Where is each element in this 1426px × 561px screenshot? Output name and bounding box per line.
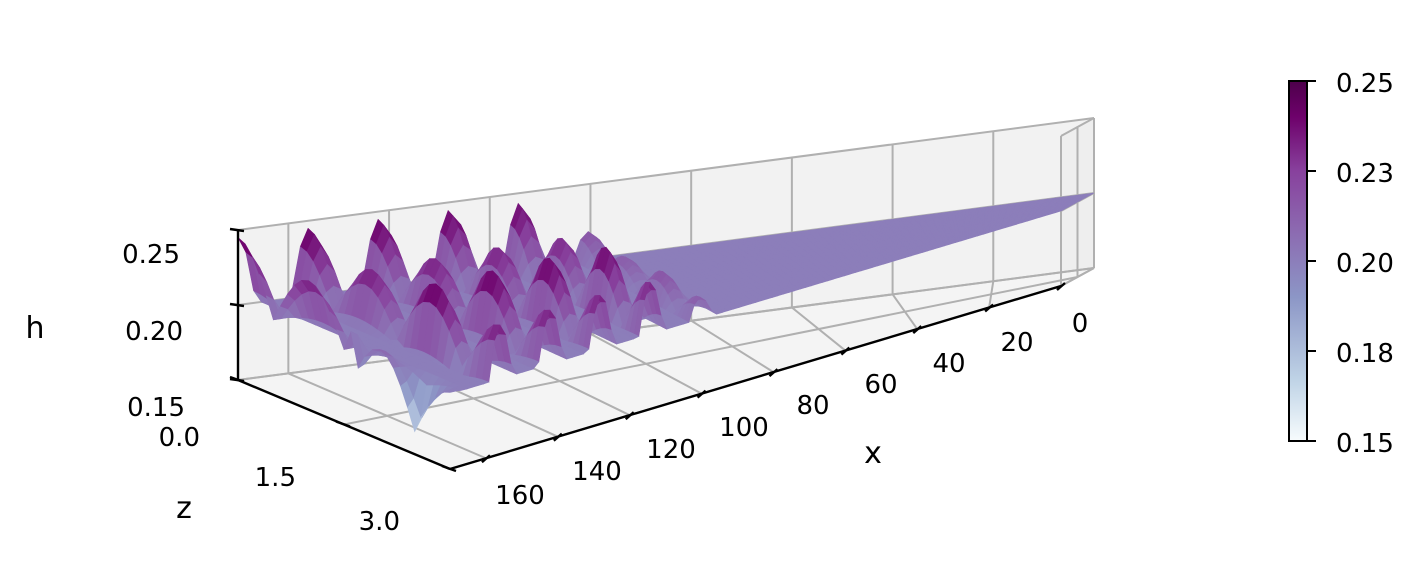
colorbar-tick-label: 0.18 (1336, 339, 1394, 369)
z-axis-label: z (176, 491, 192, 526)
surface-patch (442, 389, 456, 393)
z-axis-tick (335, 420, 351, 428)
colorbar-tick-label: 0.15 (1336, 429, 1394, 459)
x-tick-label: 140 (572, 457, 622, 487)
z-tick-label: 3.0 (359, 507, 400, 537)
z-tick-label: 1.5 (255, 463, 296, 493)
x-tick-label: 40 (932, 349, 965, 379)
z-tick-label: 0.0 (159, 423, 200, 453)
colorbar-tick-label: 0.20 (1336, 249, 1394, 279)
axis-lines (229, 227, 1066, 473)
h-axis-tick (229, 302, 245, 308)
x-axis-tick (912, 325, 923, 334)
x-tick-label: 120 (646, 435, 696, 465)
x-axis-line (449, 284, 1062, 471)
grid-line-z-floor (343, 276, 1078, 426)
x-tick-label: 80 (796, 391, 829, 421)
floor-pane (238, 268, 1094, 469)
x-axis-tick (768, 368, 779, 378)
h-tick-label: 0.25 (122, 240, 180, 270)
x-axis-tick (553, 432, 563, 442)
x-axis-tick (481, 454, 491, 464)
x-axis-tick (984, 303, 994, 313)
h-tick-label: 0.15 (127, 393, 185, 423)
h-tick-label: 0.20 (125, 317, 183, 347)
x-axis-tick (1056, 282, 1066, 291)
h-axis-tick (229, 227, 245, 233)
h-axis-label: h (25, 311, 44, 346)
x-tick-label: 60 (864, 370, 897, 400)
grid-line-h-side (1060, 267, 1095, 287)
colorbar-tick-label: 0.25 (1336, 69, 1394, 99)
x-tick-label: 20 (1000, 328, 1033, 358)
x-tick-label: 0 (1072, 309, 1089, 339)
x-axis-tick (624, 411, 635, 421)
grid-line-h-back (237, 117, 1095, 231)
x-axis-tick (840, 346, 851, 356)
z-axis-tick (229, 375, 245, 384)
colorbar (1288, 80, 1308, 442)
x-tick-label: 160 (495, 481, 545, 511)
z-axis-tick (441, 464, 457, 473)
colorbar-ticks (1307, 80, 1316, 442)
grid-line-h-side (1060, 117, 1095, 137)
x-axis-label: x (864, 436, 882, 471)
x-axis-tick (696, 389, 707, 399)
x-tick-label: 100 (719, 413, 769, 443)
colorbar-tick-label: 0.23 (1336, 159, 1394, 189)
surface-mesh (237, 192, 1095, 433)
